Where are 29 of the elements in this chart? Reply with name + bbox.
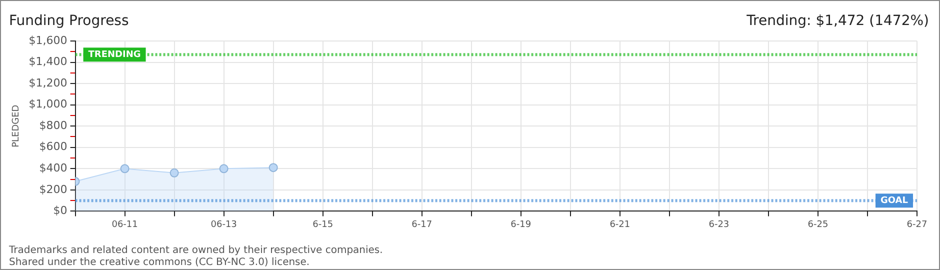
y-tick-label: $1,200 — [28, 76, 68, 90]
point — [170, 168, 179, 178]
y-axis-title: PLEDGED — [12, 104, 22, 148]
x-tick-label: 6-25 — [808, 220, 828, 230]
y-tick-label: $1,600 — [28, 34, 68, 47]
ref-line-label: GOAL — [880, 196, 908, 206]
x-tick-label: 6-21 — [610, 220, 630, 230]
x-tick-label: 06-11 — [112, 220, 138, 230]
point — [268, 163, 278, 172]
x-tick-label: 06-13 — [210, 220, 237, 230]
x-tick-label: 6-23 — [708, 220, 730, 230]
x-tick-label: 6-15 — [312, 220, 334, 230]
y-tick-label: $200 — [39, 182, 68, 196]
text: Trademarks and related content are owned by their respective companies. — [8, 245, 383, 256]
point — [219, 164, 228, 174]
x-tick-label: 6-17 — [412, 220, 432, 230]
ref-line-label: TRENDING — [88, 50, 141, 60]
chart-title: Funding Progress — [9, 13, 129, 29]
y-tick-label: $1,400 — [28, 55, 68, 68]
text: Trending: $1,472 (1472%) — [746, 13, 929, 29]
point — [120, 164, 130, 174]
x-tick-label: 6-19 — [510, 220, 532, 230]
y-tick-label: $0 — [53, 204, 68, 218]
y-tick-label: $800 — [39, 118, 68, 132]
x-tick-label: 6-27 — [906, 220, 928, 230]
y-tick-label: $400 — [39, 162, 68, 175]
text: Shared under the creative commons (CC BY-NC 3.0) license. — [9, 257, 310, 268]
y-tick-label: $600 — [39, 140, 68, 154]
y-tick-label: $1,000 — [28, 98, 68, 111]
